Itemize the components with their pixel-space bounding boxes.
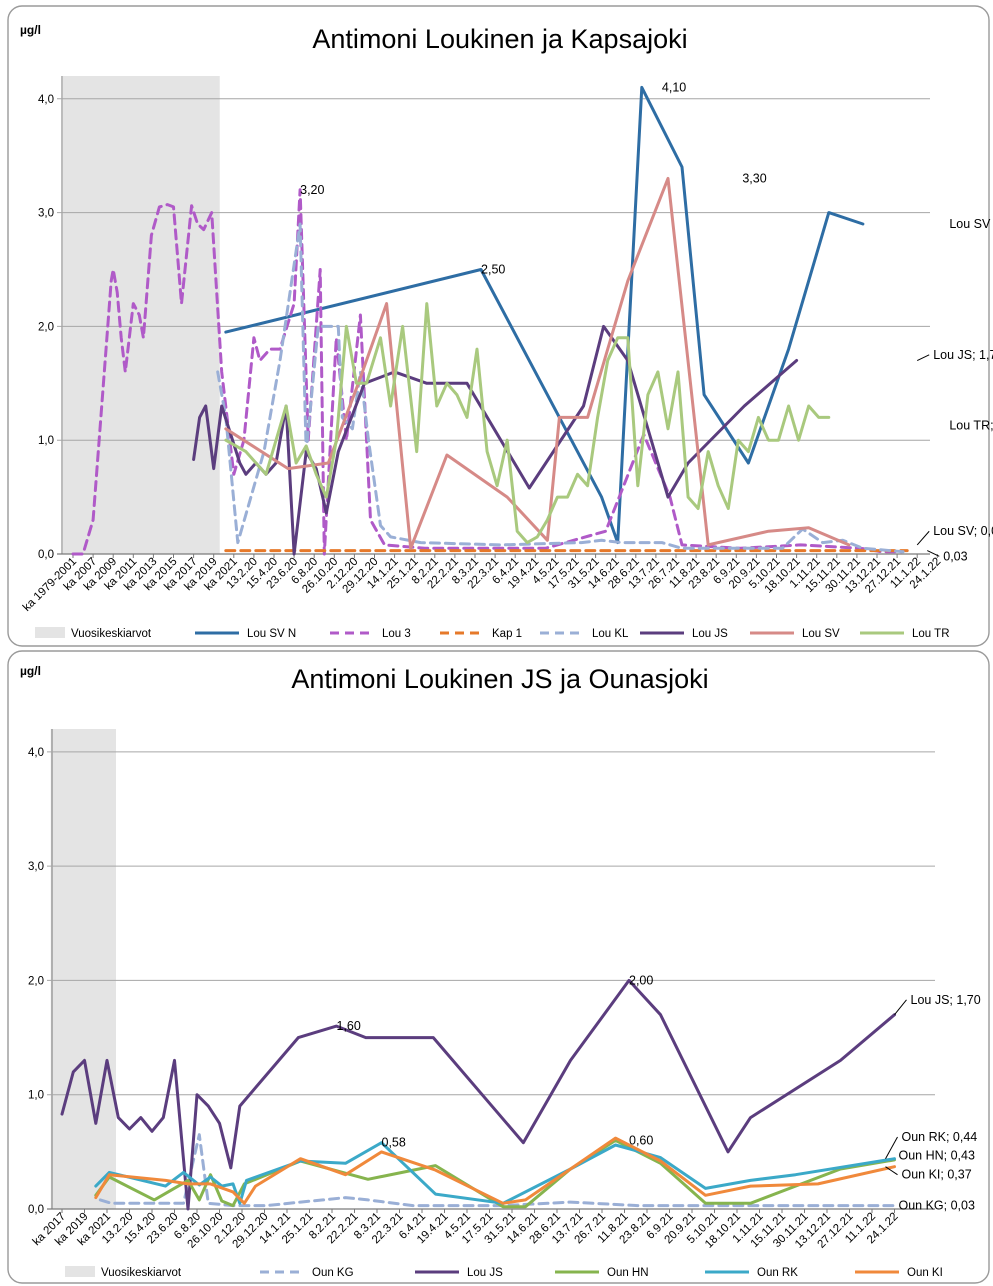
chart-1-y-tick-label: 2,0 [38,321,54,333]
chart-1-y-tick-label: 1,0 [38,435,54,447]
chart-1-series-lou-sv-n [224,85,865,545]
chart-2-label-leader [885,1136,898,1159]
chart-2-end-label: Oun HN; 0,43 [899,1148,975,1162]
chart-1-data-label: 3,30 [742,171,766,185]
chart-2-legend-label: Lou JS [467,1267,503,1279]
chart-2-annotations: 1,60 0,58 2,00 0,60 Lou JS; 1,70 Oun RK; 0,44… [337,973,981,1212]
chart-2-y-tick-label: 4,0 [28,747,44,759]
chart-1-end-label: 0,03 [943,549,967,563]
chart-2-shaded-region [50,729,116,1209]
chart-1-y-tick-label: 3,0 [38,208,54,220]
chart-1-legend-label: Lou 3 [382,628,411,640]
chart-2-y-tick-label: 0,0 [28,1204,44,1216]
chart-1-series-lou-tr [224,302,831,545]
chart-2-frame [7,650,990,1284]
chart-1-end-label: Lou JS; 1,70 [933,348,993,362]
chart-2-legend-swatch [65,1266,95,1277]
chart-1-label-leader [927,550,940,557]
chart-2-series-oun-ki [94,1136,896,1205]
chart-2-series [60,978,896,1211]
chart-1-data-label: 4,10 [662,80,686,94]
chart-2-legend-label: Oun KI [907,1267,943,1279]
chart-1-data-label: 2,50 [481,262,505,276]
chart-1-legend-label: Lou SV N [247,628,296,640]
chart-2-y-axis: 0,0 1,0 2,0 3,0 4,0 [28,747,44,1216]
chart-1-series-lou-3 [71,188,903,556]
chart-2-series-lou-js [60,978,896,1211]
chart-2-series-oun-rk [94,1141,896,1205]
chart-1-end-label: Lou TR; 1,20 [949,418,993,432]
chart-1-series-lou-kl [216,222,905,554]
chart-1-series-lou-sv [224,176,851,550]
chart-1-y-tick-label: 4,0 [38,94,54,106]
chart-2-title: Antimoni Loukinen JS ja Ounasjoki [291,664,708,694]
chart-1: µg/l Antimoni Loukinen ja Kapsajoki 0,0 1… [7,5,993,647]
chart-2-gridlines [47,729,935,1210]
chart-2-data-label: 2,00 [629,973,653,987]
chart-1-legend-label: Vuosikeskiarvot [71,628,152,640]
chart-1-annotations: 3,20 2,50 4,10 3,30 Lou SV N; 2,90 Lou JS; 1,… [300,80,993,563]
chart-2-y-tick-label: 2,0 [28,975,44,987]
chart-2-end-label: Oun RK; 0,44 [902,1130,978,1144]
chart-2-y-tick-label: 1,0 [28,1090,44,1102]
chart-1-y-axis: 0,0 1,0 2,0 3,0 4,0 [38,94,54,561]
chart-2-series-oun-hn [94,1138,896,1209]
chart-1-label-leader [916,354,930,361]
chart-2-legend-label: Oun RK [757,1267,798,1279]
chart-2-legend: Vuosikeskiarvot Oun KG Lou JS Oun HN Oun RK O… [65,1266,943,1279]
chart-2-unit: µg/l [20,664,41,678]
chart-2-data-label: 0,60 [629,1133,653,1147]
chart-2-end-label: Oun KI; 0,37 [902,1168,972,1182]
chart-1-series [71,85,909,556]
chart-1-label-leader [916,530,930,546]
chart-1-legend-label: Kap 1 [492,628,522,640]
chart-2-legend-label: Vuosikeskiarvot [101,1267,182,1279]
chart-1-shaded-region [62,76,220,554]
chart-1-data-label: 3,20 [300,183,324,197]
chart-2-data-label: 0,58 [382,1136,406,1150]
chart-1-gridlines [57,76,930,555]
chart-2-shaded-band [50,729,116,1209]
chart-1-title: Antimoni Loukinen ja Kapsajoki [312,24,687,54]
chart-1-legend-label: Lou JS [692,628,728,640]
chart-2: µg/l Antimoni Loukinen JS ja Ounasjoki 0… [7,650,990,1284]
chart-2-legend-label: Oun KG [312,1267,354,1279]
chart-1-legend-label: Lou TR [912,628,950,640]
chart-2-label-leader [885,1166,898,1176]
chart-2-label-leader [894,999,907,1016]
chart-1-legend-label: Lou SV [802,628,840,640]
chart-1-legend: Vuosikeskiarvot Lou SV N Lou 3 Kap 1 Lou KL L… [35,627,950,640]
chart-1-end-label: Lou SV N; 2,90 [949,217,993,231]
chart-2-data-label: 1,60 [337,1019,361,1033]
chart-1-unit: µg/l [20,23,41,37]
chart-2-end-label: Lou JS; 1,70 [911,993,981,1007]
chart-1-end-label: Lou SV; 0,08 [933,524,993,538]
chart-1-legend-swatch [35,627,65,638]
chart-1-y-tick-label: 0,0 [38,549,54,561]
chart-2-end-label: Oun KG; 0,03 [899,1199,975,1213]
chart-2-series-oun-kg [98,1133,896,1208]
chart-2-legend-label: Oun HN [607,1267,649,1279]
chart-1-shaded-band [62,76,220,554]
chart-1-legend-label: Lou KL [592,628,629,640]
chart-2-y-tick-label: 3,0 [28,861,44,873]
